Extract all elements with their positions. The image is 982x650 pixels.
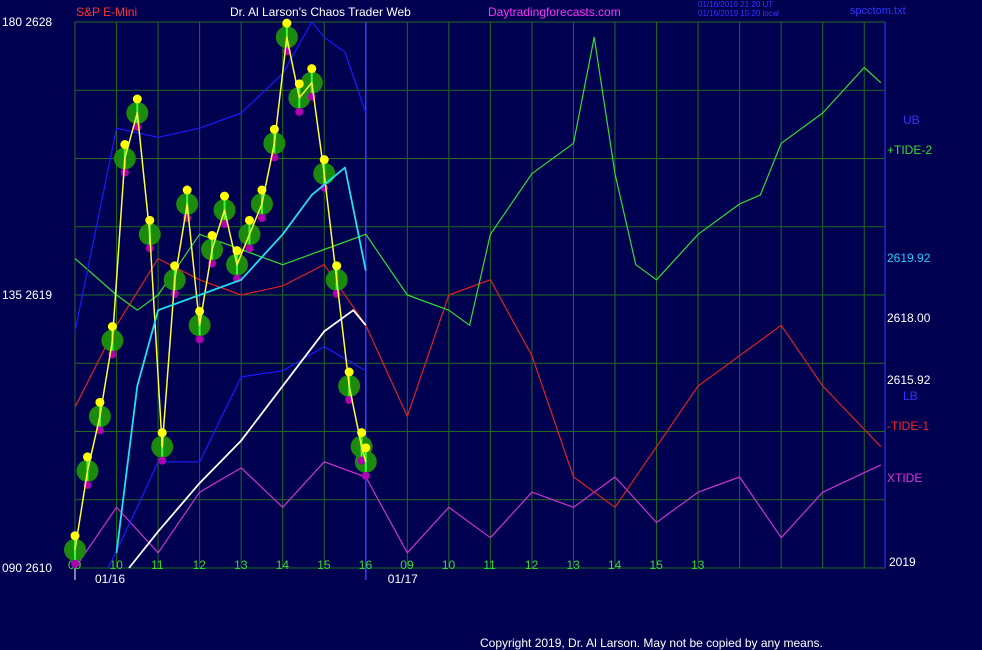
right-series-label: 2615.92: [887, 373, 931, 387]
x-hour-label: 11: [151, 558, 164, 572]
price-high-dot: [282, 18, 292, 28]
copyright-footer: Copyright 2019, Dr. Al Larson. May not b…: [480, 636, 823, 650]
price-low-dot: [245, 244, 254, 253]
chart-title: Dr. Al Larson's Chaos Trader Web: [230, 5, 411, 19]
price-low-dot: [195, 335, 204, 344]
data-file: spcctom.txt: [850, 5, 906, 17]
price-high-dot: [182, 185, 192, 195]
xtide-series-line: [74, 461, 882, 569]
x-hour-label: 13: [566, 558, 580, 572]
price-high-dot: [307, 64, 317, 74]
x-hour-label: 10: [442, 558, 456, 572]
right-series-label: 2619.92: [887, 251, 931, 265]
site-link[interactable]: Daytradingforecasts.com: [488, 5, 621, 19]
right-series-label: +TIDE-2: [887, 143, 932, 157]
price-low-dot: [71, 559, 79, 568]
price-high-dot: [319, 155, 329, 165]
update-local: 01/16/2019 15:20 local: [698, 9, 779, 18]
y-tick-label: 090 2610: [2, 561, 52, 575]
price-low-dot: [145, 244, 154, 253]
x-date-label: 01/17: [388, 572, 418, 586]
price-high-dot: [157, 428, 167, 438]
price-low-dot: [158, 456, 167, 465]
price-high-dot: [361, 443, 371, 453]
price-series-line: [74, 36, 367, 550]
price-low-dot: [257, 214, 266, 222]
y-tick-label: 180 2628: [2, 15, 52, 29]
price-high-dot: [132, 94, 142, 104]
right-series-label: -TIDE-1: [887, 419, 929, 433]
lb-band-line: [107, 346, 367, 569]
price-low-dot: [361, 471, 370, 480]
price-high-dot: [145, 215, 155, 225]
ub-band-line: [74, 21, 367, 332]
x-year-label: 2019: [889, 555, 916, 569]
price-high-dot: [332, 261, 342, 271]
chart-symbol: S&P E-Mini: [76, 5, 138, 19]
x-hour-label: 16: [359, 558, 373, 572]
cyan-average-line: [115, 166, 367, 553]
x-hour-label: 10: [110, 558, 124, 572]
x-hour-label: 13: [234, 558, 248, 572]
x-hour-label: 09: [400, 558, 414, 572]
tide2-series-line: [74, 36, 882, 326]
x-hour-label: 14: [276, 558, 290, 572]
x-hour-label: 13: [691, 558, 705, 572]
price-low-dot: [357, 456, 366, 465]
price-high-dot: [220, 191, 230, 201]
x-hour-label: 15: [317, 558, 331, 572]
price-high-dot: [244, 215, 254, 225]
price-high-dot: [344, 367, 354, 377]
white-average-line: [128, 309, 367, 569]
y-tick-label: 135 2619: [2, 288, 52, 302]
price-low-dot: [295, 107, 304, 116]
price-high-dot: [120, 140, 130, 149]
price-low-dot: [170, 289, 179, 298]
right-series-label: XTIDE: [887, 471, 922, 485]
right-series-label: UB: [903, 113, 920, 127]
x-hour-label: 12: [193, 558, 207, 572]
x-hour-label: 15: [650, 558, 664, 572]
update-utc: 01/16/2019 21:20 UT: [698, 0, 774, 9]
x-date-label: 01/16: [95, 572, 125, 586]
price-high-dot: [107, 322, 117, 331]
price-low-dot: [120, 168, 129, 177]
x-hour-label: 12: [525, 558, 539, 572]
x-hour-label: 14: [608, 558, 622, 572]
price-low-dot: [332, 289, 341, 298]
price-high-dot: [269, 124, 279, 134]
right-series-label: 2618.00: [887, 311, 931, 325]
price-high-dot: [207, 231, 217, 240]
x-hour-label: 11: [483, 558, 496, 572]
right-series-label: LB: [903, 389, 918, 403]
